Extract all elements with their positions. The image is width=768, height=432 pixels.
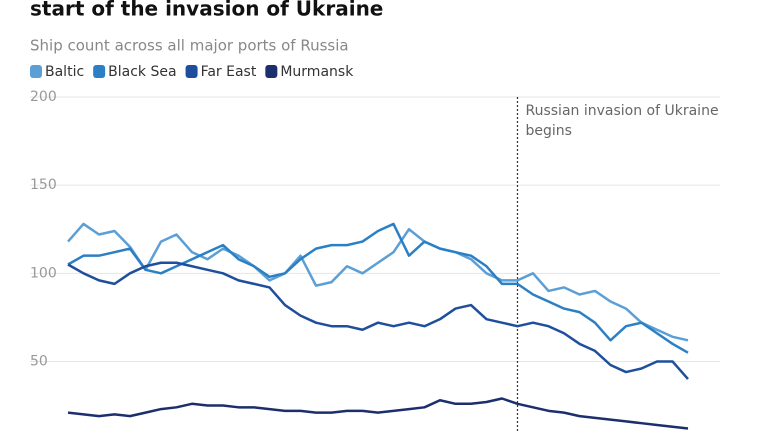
line-series	[67, 222, 689, 342]
chart-title: start of the invasion of Ukraine	[30, 0, 383, 21]
annotation: Russian invasion of Ukraine begins	[525, 103, 719, 139]
legend-label: Far East	[201, 64, 257, 80]
y-tick-label: 50	[30, 353, 48, 369]
line-series	[67, 222, 689, 354]
line-series	[67, 261, 689, 380]
chart-subtitle: Ship count across all major ports of Rus…	[30, 37, 349, 55]
legend-label: Black Sea	[108, 64, 176, 80]
legend-swatch	[93, 65, 106, 78]
legend-label: Murmansk	[280, 64, 354, 80]
legend-swatch	[185, 65, 198, 78]
y-tick-label: 100	[30, 265, 57, 281]
legend-swatch	[265, 65, 278, 78]
y-tick-label: 200	[30, 89, 57, 105]
y-tick-label: 150	[30, 177, 57, 193]
legend-label: Baltic	[45, 64, 84, 80]
legend-swatch	[30, 65, 42, 78]
line-series	[67, 397, 689, 430]
